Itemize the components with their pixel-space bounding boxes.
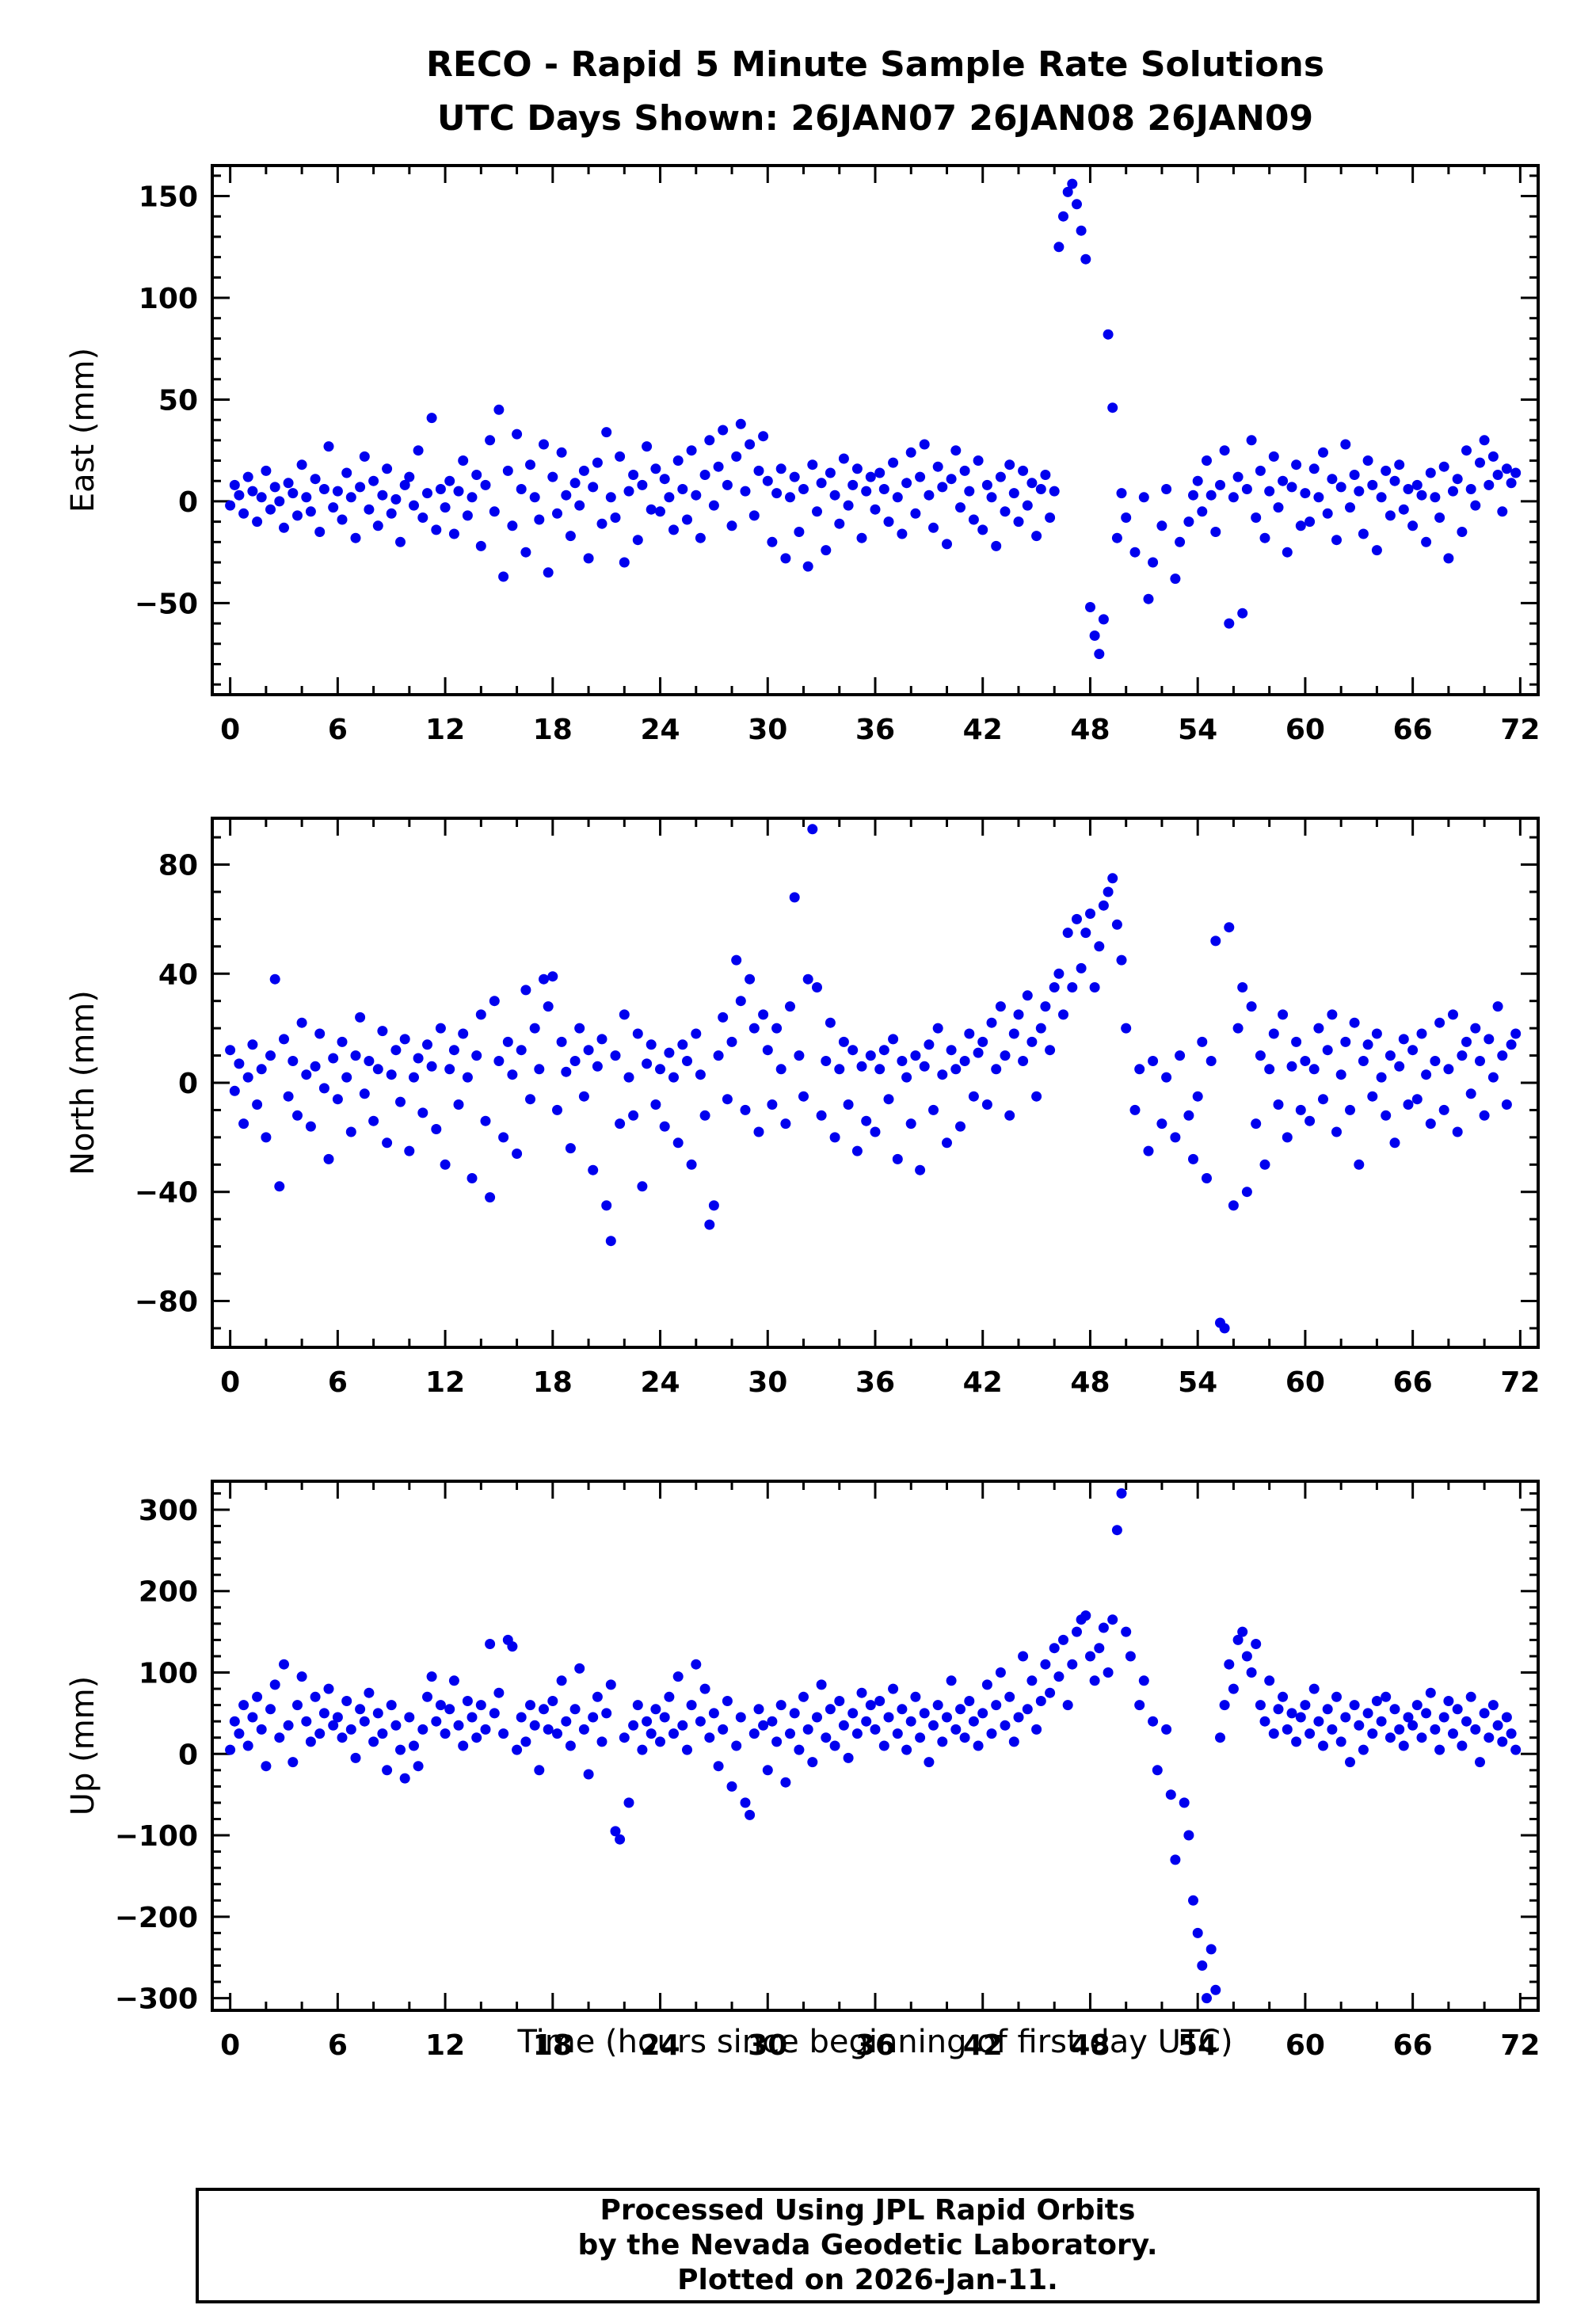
y-tick-label: −200 [115, 1902, 198, 1934]
footer-line2: by the Nevada Geodetic Laboratory. [577, 2229, 1158, 2261]
x-tick-label: 0 [220, 1366, 240, 1399]
x-tick-label: 60 [1285, 2029, 1325, 2062]
x-tick-label: 24 [640, 1366, 680, 1399]
x-tick-label: 12 [425, 714, 465, 746]
east-points [225, 178, 1522, 660]
north-frame [211, 817, 1540, 1349]
y-tick-label: −40 [135, 1177, 198, 1210]
footer-box: Processed Using JPL Rapid Orbits by the … [196, 2188, 1540, 2303]
footer-line3: Plotted on 2026-Jan-11. [677, 2264, 1058, 2296]
y-tick-label: 300 [139, 1495, 198, 1527]
x-tick-label: 66 [1393, 714, 1433, 746]
x-tick-label: 12 [425, 1366, 465, 1399]
x-tick-label: 54 [1178, 2029, 1217, 2062]
x-tick-label: 66 [1393, 2029, 1433, 2062]
x-tick-label: 30 [748, 1366, 787, 1399]
x-tick-label: 36 [855, 2029, 895, 2062]
y-tick-label: −50 [135, 588, 198, 620]
chart-title-line2: UTC Days Shown: 26JAN07 26JAN08 26JAN09 [436, 98, 1314, 139]
x-tick-label: 0 [220, 2029, 240, 2062]
x-tick-label: 54 [1178, 1366, 1217, 1399]
x-tick-label: 42 [963, 2029, 1003, 2062]
x-tick-label: 12 [425, 2029, 465, 2062]
y-tick-label: 150 [139, 181, 198, 214]
x-tick-label: 72 [1500, 714, 1540, 746]
x-tick-label: 72 [1500, 1366, 1540, 1399]
east-panel: 0 6 12 18 24 30 36 42 48 54 60 66 72 −50 0 50 100 150 [135, 164, 1540, 746]
up-points [225, 1488, 1522, 2004]
x-tick-label: 36 [855, 714, 895, 746]
y-tick-label: 50 [158, 384, 198, 417]
x-tick-label: 36 [855, 1366, 895, 1399]
x-tick-label: 24 [640, 714, 680, 746]
x-axis-label: Time (hours since beginning of first day… [517, 2024, 1233, 2060]
x-tick-label: 42 [963, 1366, 1003, 1399]
y-tick-label: 80 [158, 850, 198, 882]
x-tick-label: 18 [533, 714, 573, 746]
y-tick-label: 0 [178, 1739, 198, 1771]
x-tick-label: 60 [1285, 714, 1325, 746]
x-tick-label: 48 [1070, 2029, 1110, 2062]
chart-title-line1: RECO - Rapid 5 Minute Sample Rate Soluti… [425, 44, 1325, 85]
x-tick-label: 24 [640, 2029, 680, 2062]
footer-line1: Processed Using JPL Rapid Orbits [600, 2194, 1136, 2227]
north-points [225, 824, 1522, 1334]
y-axis-label-north: North (mm) [65, 990, 101, 1175]
east-frame [211, 164, 1540, 696]
x-tick-label: 54 [1178, 714, 1217, 746]
x-tick-label: 30 [748, 2029, 787, 2062]
x-tick-label: 0 [220, 714, 240, 746]
up-panel: 0 6 12 18 24 30 36 42 48 54 60 66 72 −300 −200 −100 0 100… [115, 1480, 1540, 2062]
y-axis-label-up: Up (mm) [65, 1675, 101, 1816]
x-tick-label: 48 [1070, 714, 1110, 746]
x-tick-label: 6 [328, 714, 348, 746]
up-frame [211, 1480, 1540, 2012]
x-tick-label: 30 [748, 714, 787, 746]
x-tick-label: 48 [1070, 1366, 1110, 1399]
x-tick-label: 6 [328, 2029, 348, 2062]
y-tick-label: −80 [135, 1286, 198, 1318]
x-tick-label: 72 [1500, 2029, 1540, 2062]
y-axis-label-east: East (mm) [65, 347, 101, 513]
y-tick-label: 0 [178, 486, 198, 519]
x-tick-label: 6 [328, 1366, 348, 1399]
y-tick-label: 40 [158, 958, 198, 991]
x-tick-label: 18 [533, 1366, 573, 1399]
x-tick-label: 60 [1285, 1366, 1325, 1399]
x-tick-label: 66 [1393, 1366, 1433, 1399]
x-tick-label: 42 [963, 714, 1003, 746]
y-tick-label: 100 [139, 1658, 198, 1690]
y-tick-label: 200 [139, 1576, 198, 1609]
y-tick-label: 0 [178, 1068, 198, 1100]
x-tick-label: 18 [533, 2029, 573, 2062]
y-tick-label: −100 [115, 1820, 198, 1853]
north-panel: 0 6 12 18 24 30 36 42 48 54 60 66 72 −80 −40 0 40 80 [135, 817, 1540, 1399]
y-tick-label: 100 [139, 283, 198, 315]
y-tick-label: −300 [115, 1983, 198, 2016]
